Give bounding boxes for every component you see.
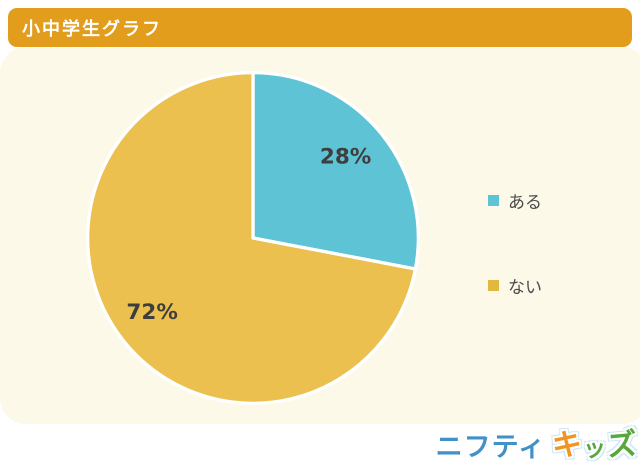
chart-panel: 28% 72% ある ない: [0, 47, 640, 424]
pie-slice-nai: [86, 71, 418, 405]
legend-label-nai: ない: [508, 278, 542, 298]
legend-label-aru: ある: [508, 193, 542, 213]
pie-slice-aru: [251, 71, 420, 271]
legend: ある ない: [488, 188, 542, 298]
legend-item-aru: ある: [488, 188, 542, 213]
logo-kids-text: キ ッ ズ: [551, 426, 639, 463]
logo-kids-char-1: キ: [551, 427, 583, 463]
header-bar: 小中学生グラフ: [8, 8, 632, 47]
logo-kids-char-3: ズ: [605, 426, 639, 463]
legend-swatch-nai: [488, 280, 499, 291]
pie-chart: 28% 72%: [86, 71, 420, 405]
nifty-kids-logo[interactable]: ニフティ キ ッ ズ: [435, 426, 639, 463]
pie-label-nai: 72%: [126, 300, 177, 325]
logo-kids-char-2: ッ: [583, 436, 606, 462]
page-title: 小中学生グラフ: [22, 18, 162, 40]
logo-nifty-text: ニフティ: [435, 432, 546, 463]
legend-swatch-aru: [488, 195, 499, 206]
legend-item-nai: ない: [488, 273, 542, 298]
pie-label-aru: 28%: [320, 144, 371, 169]
